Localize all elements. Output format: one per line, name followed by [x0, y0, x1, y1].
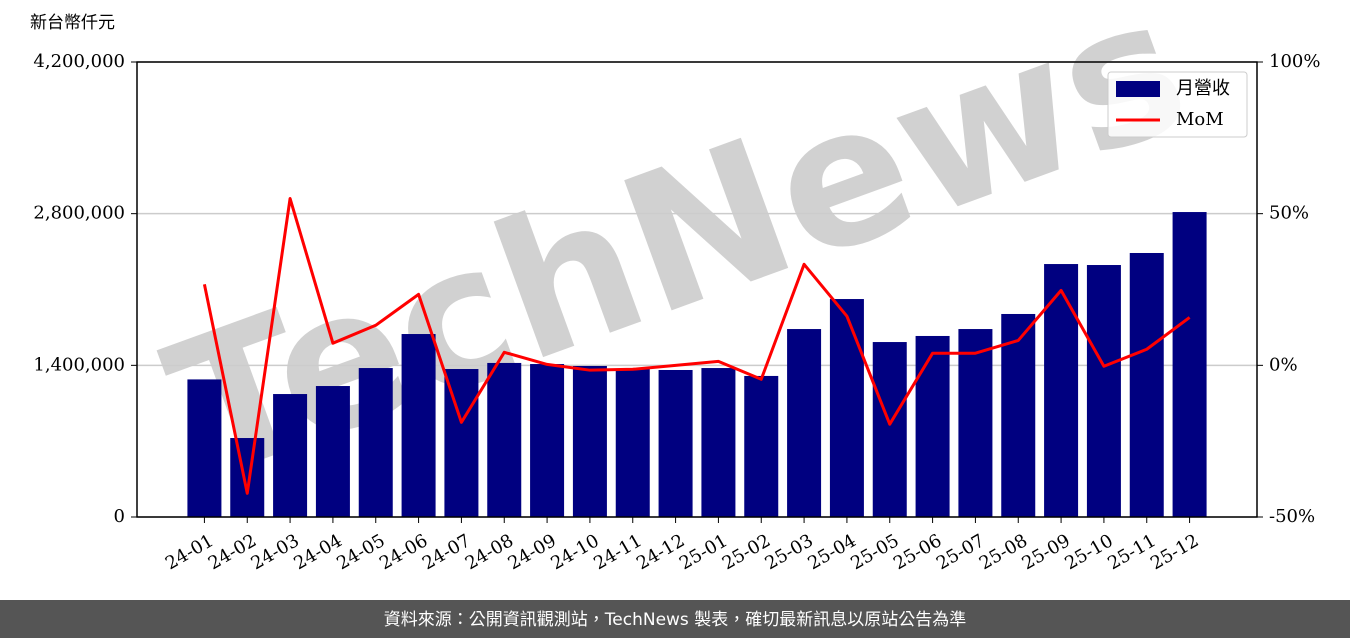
- x-tick-label: 25-05: [847, 530, 902, 574]
- bar: [915, 335, 950, 517]
- y-axis-label: 新台幣仟元: [30, 13, 115, 33]
- bar: [315, 386, 350, 517]
- x-tick-label: 25-10: [1061, 530, 1116, 574]
- x-tick-label: 24-05: [333, 530, 388, 574]
- bar: [1001, 313, 1036, 517]
- x-tick-label: 25-04: [804, 530, 859, 574]
- y-tick-label: 2,800,000: [33, 203, 125, 224]
- bar: [230, 438, 265, 517]
- bar: [658, 369, 693, 517]
- x-tick-label: 25-06: [890, 530, 945, 574]
- y2-tick-label: 100%: [1269, 51, 1320, 72]
- x-tick-label: 25-08: [976, 530, 1031, 574]
- x-tick-label: 24-06: [376, 530, 431, 574]
- bar: [701, 368, 736, 517]
- bar: [958, 329, 993, 517]
- x-tick-label: 25-02: [719, 530, 774, 574]
- y2-tick-label: 50%: [1269, 203, 1309, 224]
- x-tick-label: 24-09: [505, 530, 560, 574]
- y-tick-label: 1,400,000: [33, 354, 125, 375]
- x-tick-label: 24-02: [205, 530, 260, 574]
- bar: [187, 379, 222, 517]
- footer-text: 資料來源：公開資訊觀測站，TechNews 製表，確切最新訊息以原站公告為準: [384, 610, 966, 630]
- bar: [572, 365, 607, 517]
- legend-swatch: [1116, 81, 1160, 97]
- x-tick-label: 25-07: [933, 530, 988, 574]
- bar: [487, 362, 522, 517]
- footer-bar: [0, 600, 1350, 638]
- x-tick-label: 25-03: [762, 530, 817, 574]
- plot-frame: [136, 61, 1258, 518]
- bar: [1129, 252, 1164, 517]
- y-tick-label: 4,200,000: [33, 51, 125, 72]
- x-tick-label: 25-01: [676, 530, 731, 574]
- x-tick-label: 25-12: [1147, 530, 1202, 574]
- legend-label: MoM: [1176, 109, 1224, 130]
- x-tick-label: 25-09: [1019, 530, 1074, 574]
- bar: [829, 299, 864, 517]
- bar: [872, 342, 907, 517]
- bar: [787, 329, 822, 517]
- bar: [401, 334, 436, 517]
- y-tick-label: 0: [114, 506, 125, 527]
- x-tick-label: 24-12: [633, 530, 688, 574]
- x-tick-label: 24-11: [590, 530, 645, 574]
- bar: [1172, 212, 1207, 517]
- bar: [358, 368, 393, 517]
- bar: [530, 364, 565, 517]
- bar: [1086, 265, 1121, 517]
- y2-tick-label: 0%: [1269, 354, 1298, 375]
- bar: [744, 375, 779, 517]
- bar: [615, 369, 650, 517]
- x-tick-label: 24-10: [547, 530, 602, 574]
- x-tick-label: 24-08: [462, 530, 517, 574]
- x-tick-label: 24-01: [162, 530, 217, 574]
- x-tick-label: 24-04: [290, 530, 345, 574]
- x-tick-label: 25-11: [1104, 530, 1159, 574]
- x-tick-label: 24-07: [419, 530, 474, 574]
- x-tick-label: 24-03: [248, 530, 303, 574]
- bar: [273, 394, 308, 517]
- legend-label: 月營收: [1176, 78, 1230, 99]
- y2-tick-label: -50%: [1269, 506, 1315, 527]
- bar: [444, 369, 479, 517]
- bar: [1044, 264, 1079, 517]
- line: [202, 197, 1191, 495]
